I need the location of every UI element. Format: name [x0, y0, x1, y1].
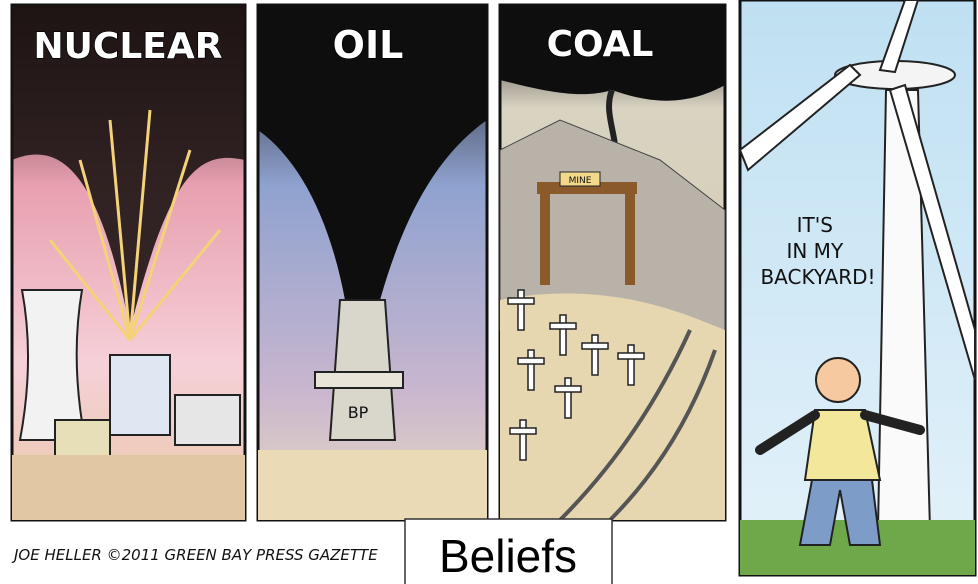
caption: Beliefs — [439, 530, 577, 582]
bp-label: BP — [348, 403, 369, 422]
cartoon: NUCLEAR OIL BP COAL MINE — [0, 0, 978, 584]
panel-wind: IT'S IN MY BACKYARD! — [740, 0, 975, 575]
speech-line: BACKYARD! — [760, 265, 875, 289]
panel-title: NUCLEAR — [34, 26, 223, 67]
speech-line: IN MY — [786, 239, 843, 263]
panel-title: COAL — [547, 24, 654, 65]
speech-line: IT'S — [797, 213, 833, 237]
panel-coal: COAL MINE — [500, 5, 725, 520]
signature: JOE HELLER ©2011 GREEN BAY PRESS GAZETTE — [11, 546, 378, 564]
panel-oil: OIL BP — [258, 5, 487, 520]
caption-box: Beliefs — [405, 519, 612, 584]
panel-title: OIL — [333, 23, 404, 67]
mine-sign: MINE — [569, 176, 592, 186]
panel-nuclear: NUCLEAR — [12, 5, 245, 520]
